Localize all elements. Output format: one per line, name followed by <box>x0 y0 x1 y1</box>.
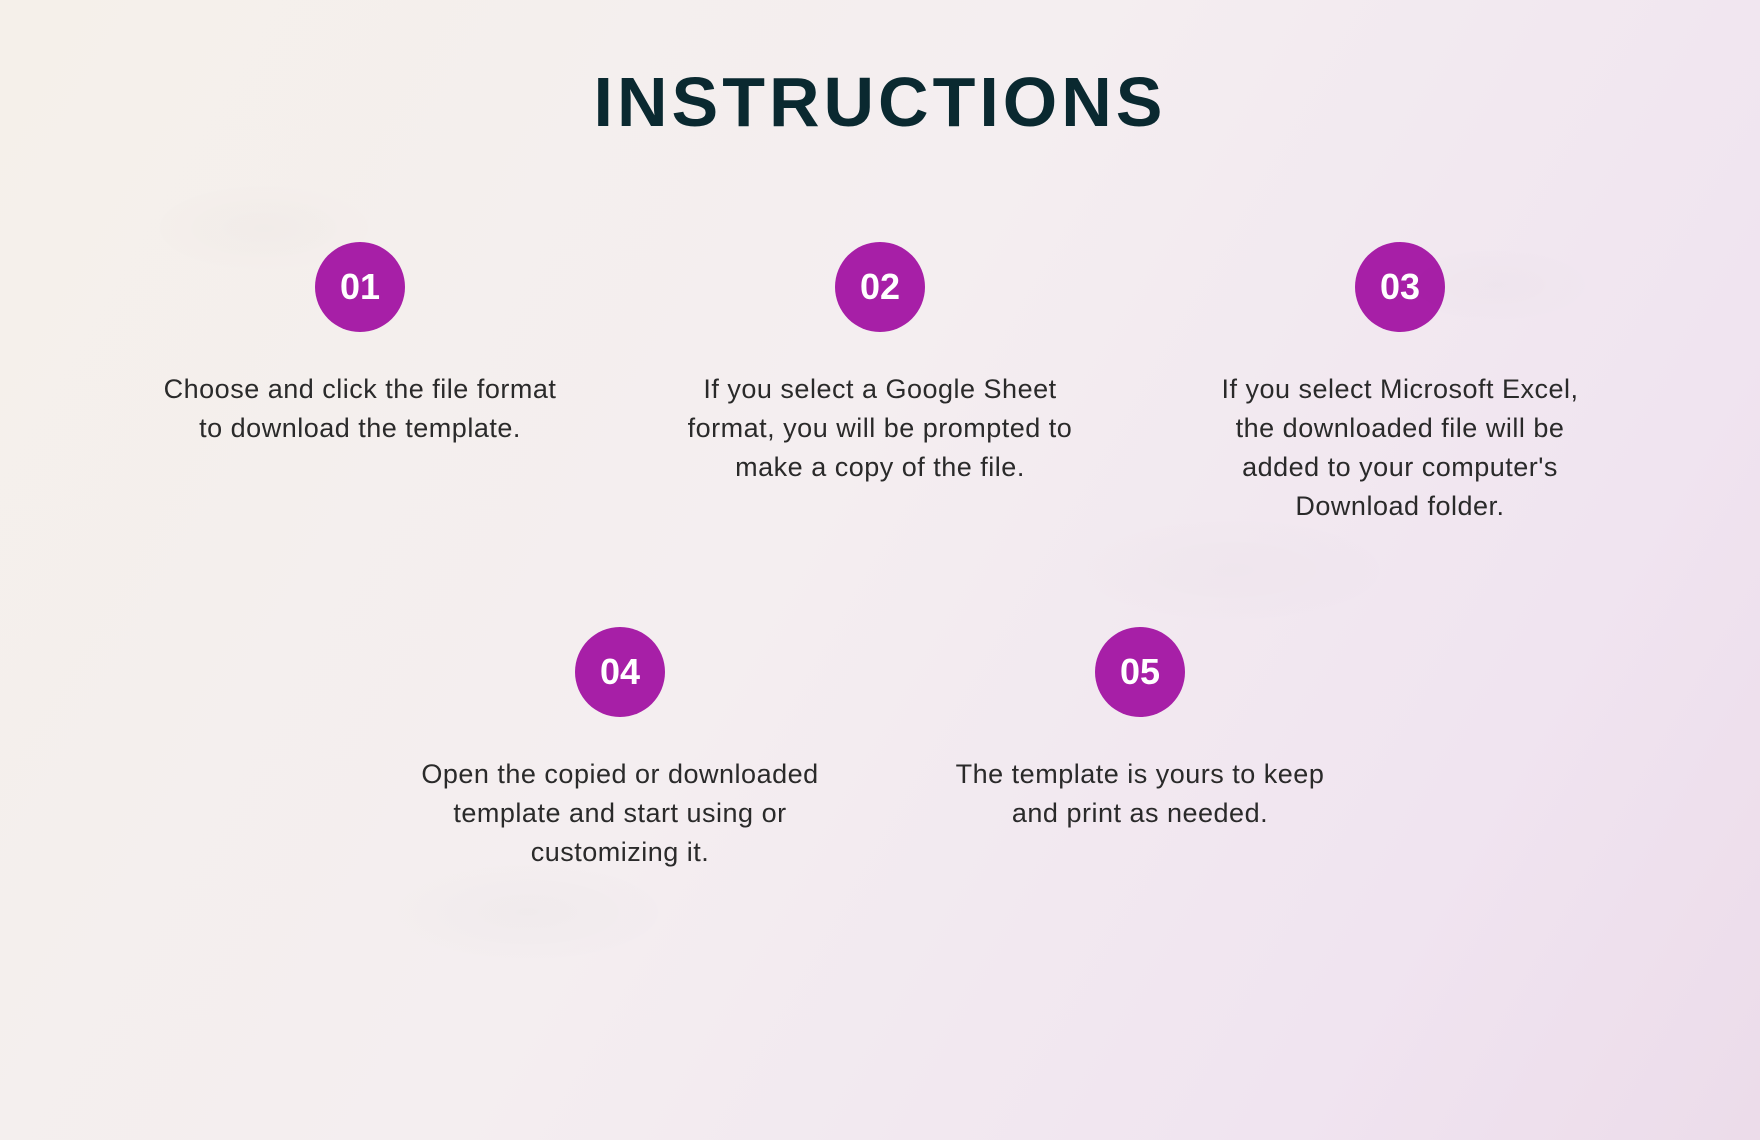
steps-row-1: 01 Choose and click the file format to d… <box>0 242 1760 527</box>
step-3-badge: 03 <box>1355 242 1445 332</box>
step-3-text: If you select Microsoft Excel, the downl… <box>1200 370 1600 527</box>
step-4-badge: 04 <box>575 627 665 717</box>
step-5: 05 The template is yours to keep and pri… <box>940 627 1340 872</box>
steps-row-2: 04 Open the copied or downloaded templat… <box>0 627 1760 872</box>
step-1: 01 Choose and click the file format to d… <box>160 242 560 527</box>
step-2-text: If you select a Google Sheet format, you… <box>680 370 1080 487</box>
step-2-badge: 02 <box>835 242 925 332</box>
step-4-text: Open the copied or downloaded template a… <box>420 755 820 872</box>
step-5-text: The template is yours to keep and print … <box>940 755 1340 833</box>
step-5-badge: 05 <box>1095 627 1185 717</box>
page-title: INSTRUCTIONS <box>0 0 1760 142</box>
step-3: 03 If you select Microsoft Excel, the do… <box>1200 242 1600 527</box>
step-1-text: Choose and click the file format to down… <box>160 370 560 448</box>
step-1-badge: 01 <box>315 242 405 332</box>
step-2: 02 If you select a Google Sheet format, … <box>680 242 1080 527</box>
step-4: 04 Open the copied or downloaded templat… <box>420 627 820 872</box>
